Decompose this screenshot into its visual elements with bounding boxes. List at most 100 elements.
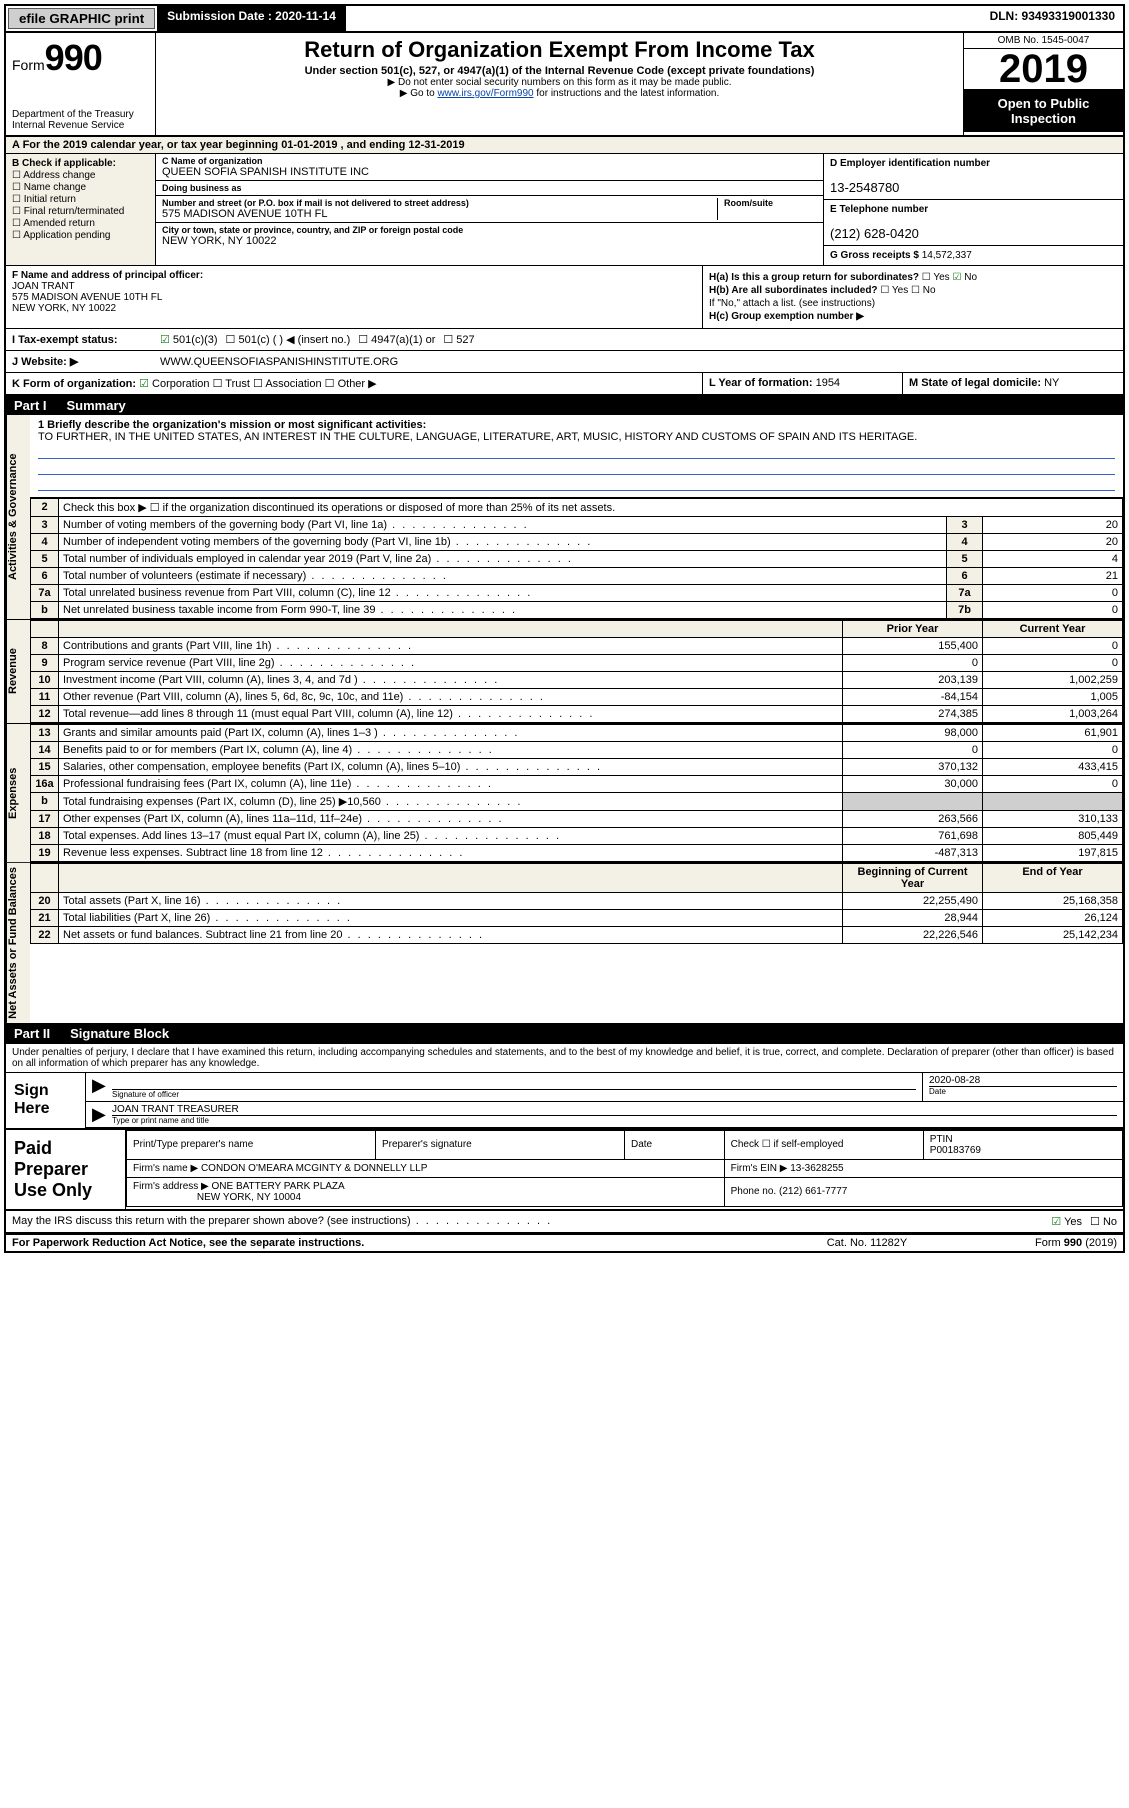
ha-no[interactable]: No: [952, 272, 977, 283]
chk-4947a1[interactable]: 4947(a)(1) or: [358, 333, 435, 346]
paid-preparer-label: Paid Preparer Use Only: [6, 1130, 126, 1209]
sign-here-block: Sign Here ▶ Signature of officer 2020-08…: [6, 1072, 1123, 1128]
phone-value: (212) 628-0420: [830, 226, 919, 241]
part1-governance: Activities & Governance 1 Briefly descri…: [6, 415, 1123, 620]
line1-mission: 1 Briefly describe the organization's mi…: [30, 415, 1123, 498]
table-row: 20Total assets (Part X, line 16)22,255,4…: [31, 893, 1123, 910]
section-klm: K Form of organization: Corporation Trus…: [6, 373, 1123, 396]
org-street: 575 MADISON AVENUE 10TH FL: [162, 208, 717, 220]
part2-header: Part II Signature Block: [6, 1024, 1123, 1043]
chk-501c[interactable]: 501(c) ( ) ◀ (insert no.): [226, 333, 351, 346]
section-j: J Website: ▶ WWW.QUEENSOFIASPANISHINSTIT…: [6, 351, 1123, 373]
year-formation: 1954: [816, 377, 840, 389]
paid-preparer-block: Paid Preparer Use Only Print/Type prepar…: [6, 1128, 1123, 1211]
vtab-revenue: Revenue: [6, 620, 30, 723]
chk-self-employed[interactable]: Check ☐ if self-employed: [724, 1130, 923, 1159]
table-row: 5Total number of individuals employed in…: [31, 551, 1123, 568]
section-f: F Name and address of principal officer:…: [6, 266, 703, 328]
hb-yes[interactable]: Yes: [880, 285, 908, 296]
discuss-row: May the IRS discuss this return with the…: [6, 1211, 1123, 1234]
hb-no[interactable]: No: [911, 285, 936, 296]
sign-here-label: Sign Here: [6, 1073, 86, 1128]
section-h: H(a) Is this a group return for subordin…: [703, 266, 1123, 328]
form-990-container: efile GRAPHIC print Submission Date : 20…: [4, 4, 1125, 1253]
pra-notice: For Paperwork Reduction Act Notice, see …: [12, 1237, 767, 1249]
website-url: WWW.QUEENSOFIASPANISHINSTITUTE.ORG: [160, 356, 398, 368]
netassets-table: Beginning of Current YearEnd of Year 20T…: [30, 863, 1123, 944]
open-to-public: Open to Public Inspection: [964, 90, 1123, 132]
cat-no: Cat. No. 11282Y: [767, 1237, 967, 1249]
penalties-text: Under penalties of perjury, I declare th…: [6, 1043, 1123, 1072]
gross-receipts: 14,572,337: [922, 250, 972, 261]
chk-other-org[interactable]: Other ▶: [325, 378, 377, 390]
chk-address-change[interactable]: Address change: [12, 170, 149, 181]
ein-value: 13-2548780: [830, 180, 899, 195]
tax-year: 2019: [964, 49, 1123, 90]
table-row: 8Contributions and grants (Part VIII, li…: [31, 638, 1123, 655]
table-row: 15Salaries, other compensation, employee…: [31, 759, 1123, 776]
efile-print-button[interactable]: efile GRAPHIC print: [8, 8, 155, 29]
form-header: Form990 Department of the Treasury Inter…: [6, 33, 1123, 137]
table-row: 14Benefits paid to or for members (Part …: [31, 742, 1123, 759]
form-subtitle: Under section 501(c), 527, or 4947(a)(1)…: [162, 65, 957, 77]
ptin-value: P00183769: [930, 1145, 981, 1156]
chk-final-return[interactable]: Final return/terminated: [12, 206, 149, 217]
note-website: Go to www.irs.gov/Form990 for instructio…: [162, 88, 957, 99]
dept-treasury: Department of the Treasury Internal Reve…: [12, 109, 149, 131]
irs-form990-link[interactable]: www.irs.gov/Form990: [437, 88, 533, 99]
entity-block: B Check if applicable: Address change Na…: [6, 154, 1123, 266]
vtab-governance: Activities & Governance: [6, 415, 30, 619]
chk-association[interactable]: Association: [253, 378, 322, 390]
vtab-netassets: Net Assets or Fund Balances: [6, 863, 30, 1023]
top-bar: efile GRAPHIC print Submission Date : 20…: [6, 6, 1123, 33]
ha-yes[interactable]: Yes: [922, 272, 950, 283]
firm-name: CONDON O'MEARA MCGINTY & DONNELLY LLP: [201, 1163, 427, 1174]
chk-trust[interactable]: Trust: [213, 378, 250, 390]
part1-netassets: Net Assets or Fund Balances Beginning of…: [6, 863, 1123, 1024]
officer-printed-name: JOAN TRANT TREASURER: [112, 1104, 1117, 1115]
chk-name-change[interactable]: Name change: [12, 182, 149, 193]
chk-initial-return[interactable]: Initial return: [12, 194, 149, 205]
dln-value: DLN: 93493319001330: [982, 6, 1123, 31]
discuss-yes[interactable]: Yes: [1051, 1215, 1082, 1228]
section-c: C Name of organization QUEEN SOFIA SPANI…: [156, 154, 823, 265]
chk-501c3[interactable]: 501(c)(3): [160, 333, 218, 346]
officer-name: JOAN TRANT: [12, 281, 75, 292]
signature-date: 2020-08-28: [929, 1075, 1117, 1086]
chk-corporation[interactable]: Corporation: [139, 378, 209, 390]
arrow-icon: ▶: [86, 1102, 106, 1127]
governance-table: 2Check this box ▶ ☐ if the organization …: [30, 498, 1123, 619]
table-row: 13Grants and similar amounts paid (Part …: [31, 725, 1123, 742]
firm-phone: (212) 661-7777: [779, 1186, 847, 1197]
mission-text: TO FURTHER, IN THE UNITED STATES, AN INT…: [38, 431, 917, 443]
form-title: Return of Organization Exempt From Incom…: [162, 37, 957, 63]
table-row: bTotal fundraising expenses (Part IX, co…: [31, 793, 1123, 811]
section-g: G Gross receipts $ 14,572,337: [824, 246, 1123, 265]
note-ssn: Do not enter social security numbers on …: [162, 77, 957, 88]
firm-addr: ONE BATTERY PARK PLAZA: [212, 1181, 345, 1192]
form-version: Form 990 (2019): [967, 1237, 1117, 1249]
org-city: NEW YORK, NY 10022: [162, 235, 817, 247]
table-row: 3Number of voting members of the governi…: [31, 517, 1123, 534]
discuss-no[interactable]: No: [1090, 1215, 1117, 1228]
row-a-tax-year: A For the 2019 calendar year, or tax yea…: [6, 137, 1123, 154]
table-row: 9Program service revenue (Part VIII, lin…: [31, 655, 1123, 672]
part1-header: Part I Summary: [6, 396, 1123, 415]
chk-527[interactable]: 527: [443, 333, 474, 346]
org-name: QUEEN SOFIA SPANISH INSTITUTE INC: [162, 166, 817, 178]
chk-amended-return[interactable]: Amended return: [12, 218, 149, 229]
firm-ein: 13-3628255: [790, 1163, 843, 1174]
table-row: bNet unrelated business taxable income f…: [31, 602, 1123, 619]
part1-expenses: Expenses 13Grants and similar amounts pa…: [6, 724, 1123, 863]
chk-application-pending[interactable]: Application pending: [12, 230, 149, 241]
table-row: 22Net assets or fund balances. Subtract …: [31, 927, 1123, 944]
table-row: 17Other expenses (Part IX, column (A), l…: [31, 811, 1123, 828]
section-e: E Telephone number (212) 628-0420: [824, 200, 1123, 246]
footer: For Paperwork Reduction Act Notice, see …: [6, 1234, 1123, 1251]
section-d: D Employer identification number 13-2548…: [824, 154, 1123, 200]
section-b: B Check if applicable: Address change Na…: [6, 154, 156, 265]
form-number: Form990: [12, 37, 149, 79]
table-row: 10Investment income (Part VIII, column (…: [31, 672, 1123, 689]
table-row: 19Revenue less expenses. Subtract line 1…: [31, 845, 1123, 862]
table-row: 16aProfessional fundraising fees (Part I…: [31, 776, 1123, 793]
